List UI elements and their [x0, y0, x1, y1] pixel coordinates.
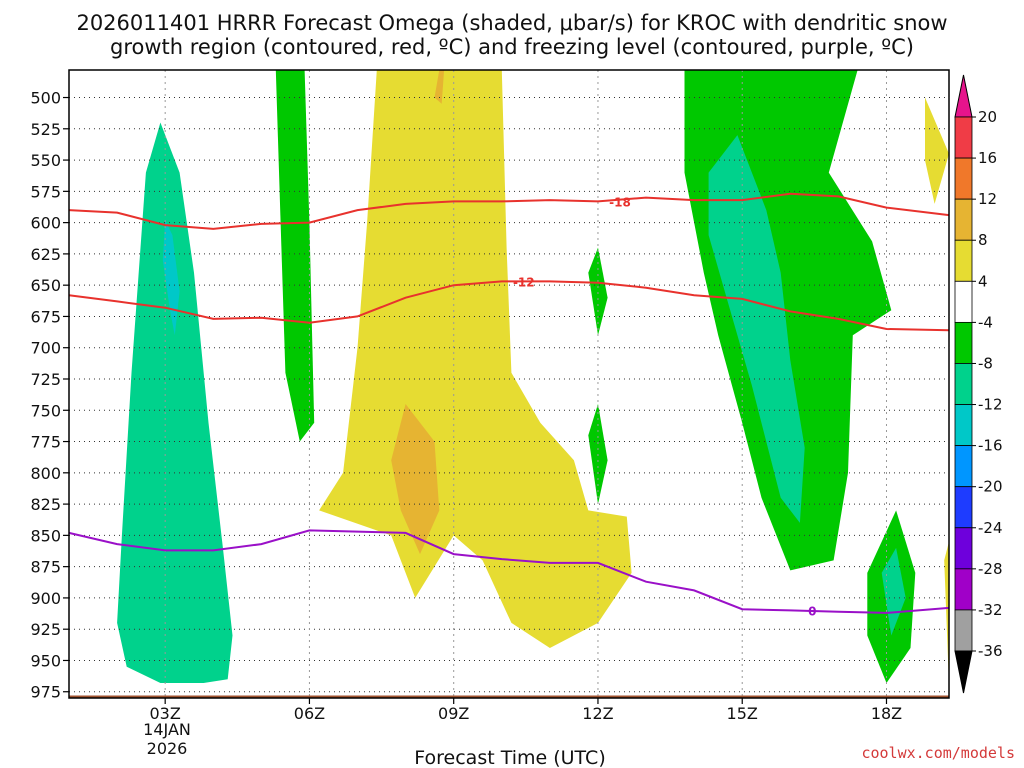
colorbar-top-arrow	[954, 74, 973, 118]
omega-region-12	[925, 97, 949, 204]
y-tick-label-675: 675	[30, 307, 61, 326]
y-tick-label-850: 850	[30, 526, 61, 545]
colorbar-band-6	[954, 363, 973, 405]
y-tick-label-575: 575	[30, 182, 61, 201]
colorbar-band-12	[954, 609, 973, 652]
colorbar-label-2: 12	[978, 190, 997, 208]
colorbar-label-3: 8	[978, 231, 988, 249]
y-tick-label-800: 800	[30, 464, 61, 483]
y-tick-label-700: 700	[30, 339, 61, 358]
colorbar-label-6: -8	[978, 354, 993, 372]
y-tick-label-625: 625	[30, 245, 61, 264]
y-tick-label-925: 925	[30, 620, 61, 639]
colorbar-label-7: -12	[978, 396, 1003, 414]
y-tick-label-650: 650	[30, 276, 61, 295]
omega-shading-layer	[117, 70, 949, 686]
red-contour-1-label: -12	[513, 275, 535, 289]
omega-region-4	[434, 70, 445, 104]
omega-region-0	[117, 122, 233, 683]
y-tick-label-900: 900	[30, 589, 61, 608]
colorbar-band-5	[954, 321, 973, 364]
y-tick-label-500: 500	[30, 89, 61, 108]
y-tick-label-725: 725	[30, 370, 61, 389]
colorbar-band-10	[954, 527, 973, 570]
credit-text: coolwx.com/models	[861, 744, 1015, 762]
y-tick-label-975: 975	[30, 683, 61, 702]
plot-frame	[68, 69, 950, 699]
omega-region-11	[881, 547, 906, 636]
y-axis: 500 525 550 575 600 625 650 675 700 725 750 775 800 8…	[30, 89, 69, 702]
colorbar-label-5: -4	[978, 313, 993, 331]
omega-region-9	[708, 135, 805, 523]
omega-region-5	[275, 70, 315, 442]
omega-region-3	[391, 404, 440, 555]
colorbar-band-4	[954, 280, 973, 323]
x-tick-label-15Z: 15Z	[727, 704, 758, 723]
colorbar-band-11	[954, 568, 973, 611]
y-tick-label-525: 525	[30, 120, 61, 139]
colorbar: 20 16 12 8 4 -4 -8 -12 -16 -20 -24 -28 -32 -36	[954, 74, 1003, 694]
omega-region-13	[944, 541, 949, 686]
y-tick-label-825: 825	[30, 495, 61, 514]
omega-region-1	[162, 220, 180, 336]
red-contour-0-label: -18	[609, 195, 631, 209]
contour-layer: -18 -12 0	[68, 192, 950, 618]
ground-layer	[69, 695, 949, 698]
colorbar-band-8	[954, 445, 973, 488]
colorbar-bottom-arrow	[954, 650, 973, 694]
x-tick-label-09Z: 09Z	[438, 704, 469, 723]
chart-title-line1: 2026011401 HRRR Forecast Omega (shaded, …	[76, 11, 947, 35]
omega-region-2	[319, 70, 632, 648]
colorbar-label-4: 4	[978, 272, 988, 290]
y-tick-label-600: 600	[30, 214, 61, 233]
omega-region-6	[588, 247, 608, 336]
y-tick-label-550: 550	[30, 151, 61, 170]
colorbar-band-3	[954, 239, 973, 282]
date-label-line2: 2026	[147, 739, 188, 758]
colorbar-label-0: 20	[978, 108, 997, 126]
purple-contour-0-line	[68, 529, 950, 614]
colorbar-label-11: -28	[978, 560, 1003, 578]
gridlines	[69, 70, 949, 698]
y-tick-label-950: 950	[30, 651, 61, 670]
colorbar-band-7	[954, 404, 973, 447]
colorbar-label-9: -20	[978, 478, 1003, 496]
x-axis-label: Forecast Time (UTC)	[414, 747, 605, 768]
red-contour-1-line	[68, 280, 950, 332]
date-label-line1: 14JAN	[143, 720, 191, 739]
y-tick-label-775: 775	[30, 433, 61, 452]
x-tick-label-06Z: 06Z	[294, 704, 325, 723]
y-tick-label-875: 875	[30, 558, 61, 577]
colorbar-band-0	[954, 116, 973, 159]
colorbar-band-9	[954, 486, 973, 529]
x-tick-label-18Z: 18Z	[871, 704, 902, 723]
purple-contour-0-label: 0	[808, 604, 816, 618]
ground-strip	[69, 695, 949, 698]
colorbar-band-1	[954, 157, 973, 200]
x-tick-label-12Z: 12Z	[582, 704, 613, 723]
chart-title-line2: growth region (contoured, red, ºC) and f…	[110, 35, 914, 59]
colorbar-label-13: -36	[978, 642, 1003, 660]
colorbar-label-1: 16	[978, 149, 997, 167]
colorbar-label-12: -32	[978, 601, 1003, 619]
colorbar-label-8: -16	[978, 437, 1003, 455]
x-tick-label-03Z: 03Z	[150, 704, 181, 723]
colorbar-label-10: -24	[978, 519, 1003, 537]
y-tick-label-750: 750	[30, 401, 61, 420]
colorbar-band-2	[954, 198, 973, 241]
x-axis: 03Z 06Z 09Z 12Z 15Z 18Z	[150, 698, 902, 723]
red-contour-0-line	[68, 192, 950, 230]
